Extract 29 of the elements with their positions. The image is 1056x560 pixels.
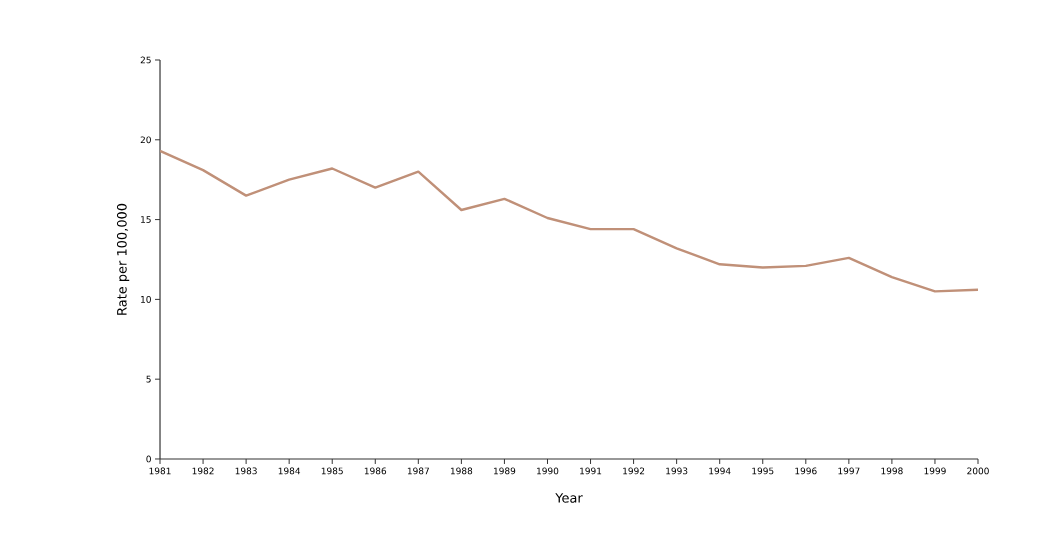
x-tick-label: 1991 <box>580 467 602 475</box>
x-tick-label: 1995 <box>752 467 774 475</box>
x-tick-label: 1987 <box>407 467 429 475</box>
x-tick-label: 1994 <box>709 467 731 475</box>
y-tick-label: 5 <box>146 375 151 383</box>
x-tick-label: 1985 <box>321 467 343 475</box>
line-series <box>160 149 979 293</box>
x-tick-label: 1999 <box>924 467 946 475</box>
x-tick-label: 1988 <box>450 467 473 475</box>
x-tick-label: 1993 <box>666 467 688 475</box>
x-tick-label: 1989 <box>494 467 516 475</box>
y-tick-label: 20 <box>140 136 151 144</box>
y-tick-label: 0 <box>146 455 151 463</box>
x-tick-label: 1981 <box>149 467 171 475</box>
x-tick-label: 1996 <box>795 467 817 475</box>
x-tick-label: 1998 <box>881 467 903 475</box>
y-axis-title: Rate per 100,000 <box>116 203 130 315</box>
y-tick-label: 25 <box>140 56 151 64</box>
x-tick-label: 1986 <box>364 467 387 475</box>
y-tick-label: 10 <box>141 295 151 303</box>
x-tick-label: 1984 <box>278 467 301 475</box>
x-tick-label: 2000 <box>967 467 989 475</box>
x-tick-label: 1992 <box>623 467 645 475</box>
x-tick-label: 1983 <box>235 467 257 475</box>
x-tick-label: 1997 <box>838 467 860 475</box>
x-tick-label: 1990 <box>537 467 559 475</box>
x-tick-label: 1982 <box>192 467 214 475</box>
x-axis-title: Year <box>555 493 583 503</box>
y-tick-label: 15 <box>141 216 151 223</box>
